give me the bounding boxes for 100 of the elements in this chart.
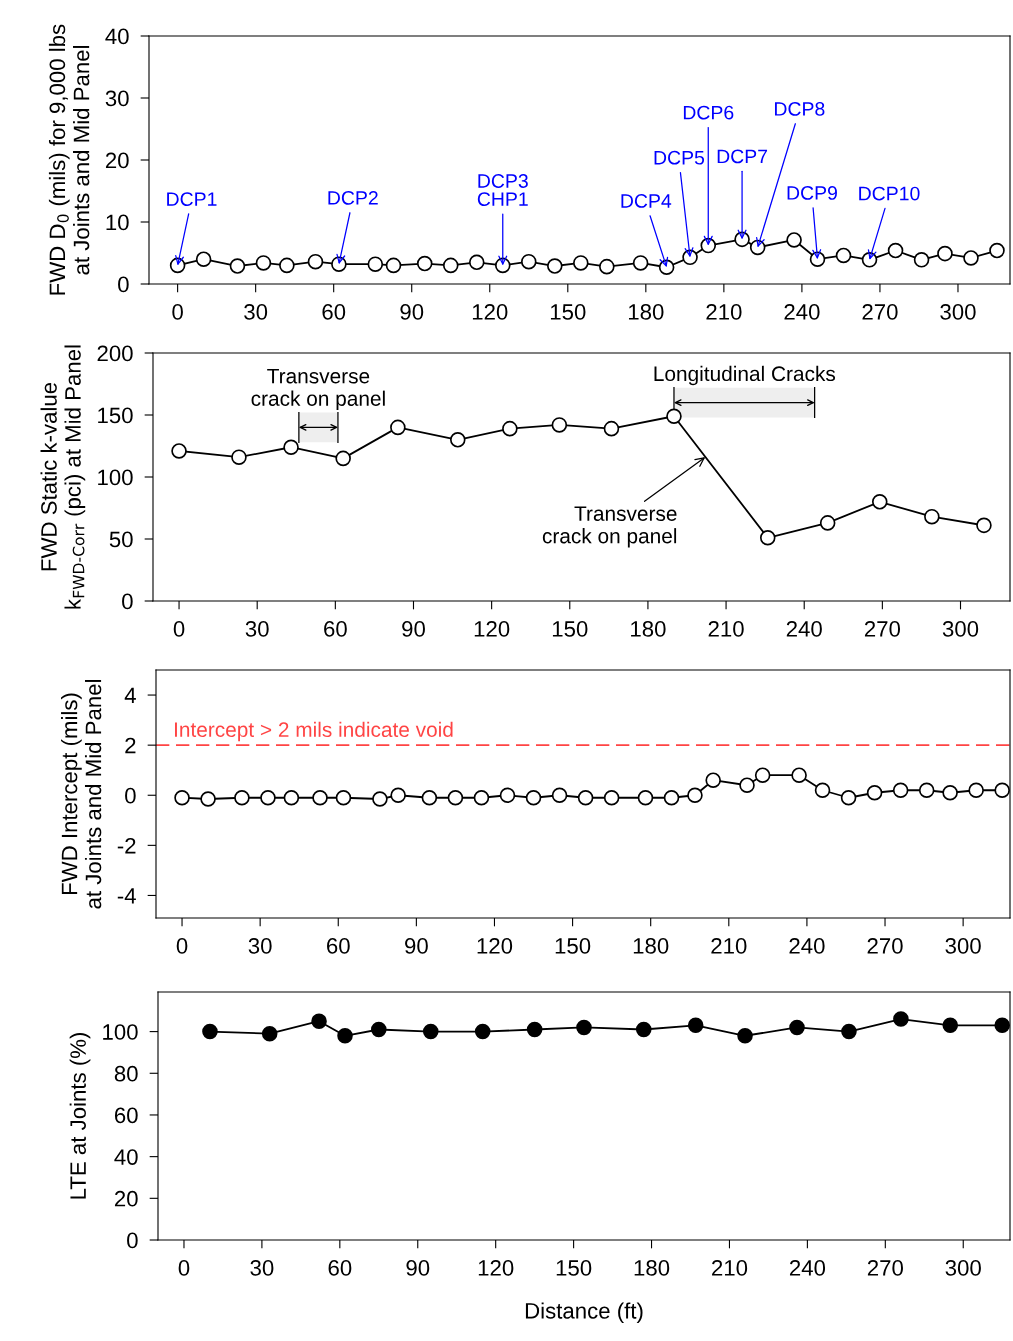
point [231,449,247,465]
point [577,789,594,806]
point [311,1013,327,1029]
y-tick-label: 0 [127,1232,138,1249]
x-tick-label: 180 [633,938,669,954]
point [705,772,721,789]
y-tick-label: 200 [97,345,133,362]
point [789,1019,805,1036]
point [687,1017,704,1034]
y-tick-label: 4 [124,687,136,704]
x-tick-label: 30 [245,621,269,637]
point [892,782,909,799]
x-axis-title: Distance (ft) [525,1302,643,1324]
point [200,791,216,807]
point [913,252,930,268]
point [887,242,904,259]
point [279,257,295,274]
y-tick-label: 80 [114,1065,138,1082]
point [335,450,351,467]
point [474,1023,491,1040]
point [663,789,680,806]
x-tick-label: 120 [474,621,510,637]
point [502,420,518,437]
x-tick-label: 270 [867,938,903,954]
y-tick-label: 10 [106,214,129,231]
point [791,767,807,783]
point [632,255,649,271]
x-tick-label: 300 [945,938,981,954]
y-tick-label: 60 [114,1107,138,1124]
y-axis-title: LTE at Joints (%) [69,1032,91,1199]
point [942,1017,959,1034]
point [547,258,563,274]
band-label: Longitudinal Cracks [654,365,836,386]
point [174,789,190,806]
point [390,419,406,436]
y-tick-label: 0 [118,276,129,293]
x-tick-label: 90 [406,1260,430,1276]
x-tick-label: 240 [784,304,820,320]
band-label: Transverse crack on panel [251,368,385,411]
y-tick-label: 100 [103,1024,138,1040]
point [994,1017,1010,1034]
point [918,782,935,799]
annotation: DCP5 [654,150,705,165]
point [442,257,459,274]
y-axis-title: FWD Intercept (mils) at Joints and Mid Panel [61,679,102,909]
y-tick-label: 0 [125,787,136,804]
point [866,784,883,801]
annotation: DCP10 [859,186,920,201]
x-tick-label: 210 [712,1260,748,1276]
x-tick-label: 210 [711,938,747,954]
point [989,242,1005,259]
x-tick-label: 120 [472,304,508,320]
x-tick-label: 150 [550,304,586,320]
x-tick-label: 30 [244,304,268,320]
x-tick-label: 150 [552,621,588,637]
ref-line-label: Intercept > 2 mils indicate void [175,721,453,742]
x-tick-label: 120 [478,1260,514,1276]
point [754,767,771,783]
point [871,494,888,510]
x-tick-label: 240 [786,621,822,637]
point [390,787,406,804]
point [994,782,1010,799]
point [260,789,276,806]
x-tick-label: 270 [864,621,901,637]
point [283,789,300,806]
x-tick-label: 60 [322,304,346,320]
x-tick-label: 210 [706,304,742,320]
point [603,789,620,806]
point [195,251,212,267]
x-tick-label: 0 [173,621,185,637]
point [599,258,615,275]
y-tick-label: 40 [114,1149,138,1165]
point [835,247,852,264]
point [312,789,328,806]
point [229,258,246,274]
point [261,1025,278,1042]
y-tick-label: -2 [117,837,136,854]
annotation: DCP7 [717,149,768,164]
point [307,253,324,270]
point [385,257,402,274]
x-tick-label: 90 [400,304,424,320]
point [525,789,542,806]
point [937,245,953,262]
y-tick-label: 20 [105,152,129,169]
point [576,1019,592,1036]
y-tick-label: 100 [98,469,133,486]
x-tick-label: 30 [250,1260,274,1276]
x-tick-label: 0 [172,304,183,320]
point [372,791,388,807]
x-tick-label: 120 [477,938,513,954]
point [337,1027,353,1044]
y-tick-label: 50 [109,531,133,548]
point [976,517,992,534]
point [499,787,516,804]
x-tick-label: 60 [328,1260,352,1276]
point [840,789,857,806]
point [687,787,703,804]
x-tick-label: 270 [862,304,898,320]
text: FWD Static k-value k$_{FWD-Corr}$ (pci) at Mid Panel [40,345,86,609]
point [422,1023,439,1040]
